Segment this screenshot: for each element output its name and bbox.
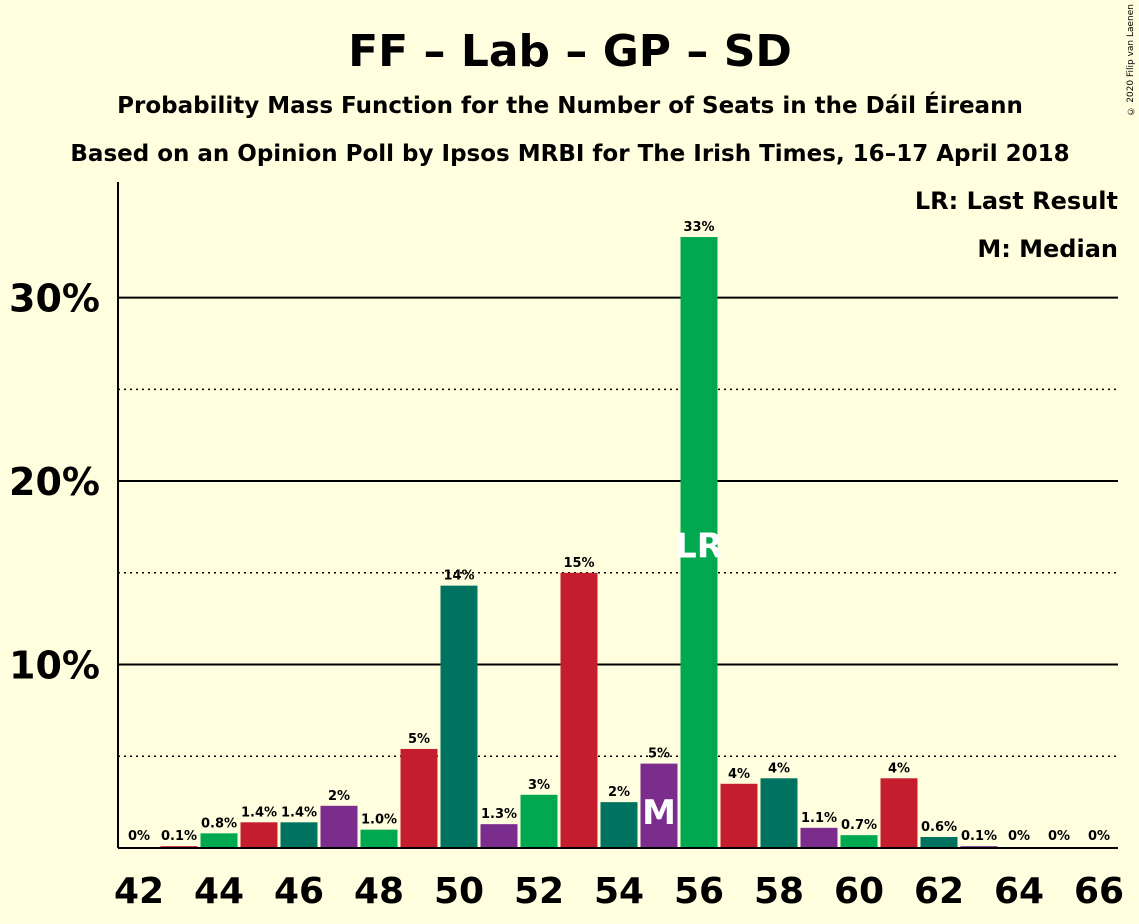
x-tick-label: 62 — [914, 871, 964, 912]
bar-value-label: 0% — [128, 829, 150, 844]
bar — [720, 783, 758, 848]
legend-last-result: LR: Last Result — [915, 187, 1118, 215]
x-tick-label: 58 — [754, 871, 804, 912]
x-tick-label: 46 — [274, 871, 324, 912]
bar — [440, 585, 478, 848]
y-tick-label: 10% — [9, 644, 100, 688]
axes: 10% 20% 30% 42 44 46 48 50 52 54 56 58 60 62 64 66 — [9, 182, 1124, 912]
bar-value-label: 4% — [768, 761, 790, 776]
bar — [680, 237, 718, 848]
bar-value-label: 4% — [728, 767, 750, 782]
bar — [240, 822, 278, 848]
x-tick-label: 56 — [674, 871, 724, 912]
bar — [600, 802, 638, 848]
bar-value-label: 0.7% — [841, 818, 877, 833]
bar-value-label: 0.1% — [161, 829, 197, 844]
x-tick-label: 42 — [114, 871, 164, 912]
y-tick-label: 20% — [9, 460, 100, 504]
x-tick-label: 64 — [994, 871, 1044, 912]
grid-lines — [118, 296, 1118, 758]
bar-value-label: 0.6% — [921, 820, 957, 835]
bar — [760, 778, 798, 848]
y-tick-label: 30% — [9, 277, 100, 321]
bar-value-label: 2% — [608, 785, 630, 800]
chart-subtitle-2: Based on an Opinion Poll by Ipsos MRBI f… — [70, 141, 1069, 167]
bar-value-label: 5% — [648, 747, 670, 762]
x-tick-label: 50 — [434, 871, 484, 912]
bar-value-label: 4% — [888, 761, 910, 776]
bar-value-label: 1.0% — [361, 813, 397, 828]
bar-value-label: 14% — [443, 569, 474, 584]
bar-value-label: 1.4% — [281, 805, 317, 820]
bar-value-label: 0.1% — [961, 829, 997, 844]
bar-value-label: 5% — [408, 732, 430, 747]
bar — [880, 778, 918, 848]
x-tick-label: 54 — [594, 871, 644, 912]
bar — [800, 827, 838, 848]
last-result-marker: LR — [675, 526, 723, 566]
bar — [280, 822, 318, 848]
bar-value-label: 1.4% — [241, 805, 277, 820]
bar-value-label: 0.8% — [201, 816, 237, 831]
x-tick-label: 48 — [354, 871, 404, 912]
bar — [920, 836, 958, 848]
chart-title: FF – Lab – GP – SD — [348, 26, 792, 77]
bars: 0% 0.1% 0.8% 1.4% 1.4% 2% 1.0% 5% 14% 1.3% 3% 15% 2%… — [128, 220, 1110, 848]
bar-value-label: 2% — [328, 789, 350, 804]
bar — [840, 835, 878, 848]
chart-subtitle-1: Probability Mass Function for the Number… — [117, 91, 1023, 119]
bar-value-label: 33% — [683, 220, 714, 235]
bar-value-label: 15% — [563, 556, 594, 571]
x-tick-label: 44 — [194, 871, 244, 912]
bar-value-label: 0% — [1008, 829, 1030, 844]
x-tick-label: 60 — [834, 871, 884, 912]
bar — [400, 748, 438, 848]
bar — [560, 572, 598, 848]
bar-value-label: 1.3% — [481, 807, 517, 822]
bar — [320, 805, 358, 848]
x-tick-label: 66 — [1074, 871, 1124, 912]
bar-value-label: 1.1% — [801, 811, 837, 826]
bar-value-label: 0% — [1048, 829, 1070, 844]
bar-value-label: 0% — [1088, 829, 1110, 844]
copyright-notice: © 2020 Filip van Laenen — [1126, 4, 1136, 116]
legend-median: M: Median — [977, 235, 1118, 263]
bar — [520, 794, 558, 848]
bar — [360, 829, 398, 848]
bar — [640, 763, 678, 848]
median-marker: M — [642, 793, 676, 833]
bar — [200, 833, 238, 848]
bar-value-label: 3% — [528, 778, 550, 793]
bar — [480, 824, 518, 848]
x-tick-label: 52 — [514, 871, 564, 912]
